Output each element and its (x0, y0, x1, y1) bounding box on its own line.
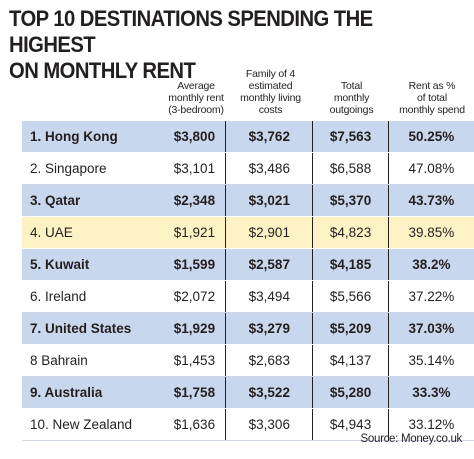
column-header-line: of total (417, 92, 447, 104)
value-cell: 50.25% (388, 121, 474, 153)
value-cell: $1,453 (163, 344, 227, 377)
column-header-line: monthly (333, 92, 370, 104)
value-cell: $4,137 (312, 344, 389, 377)
value-cell: 47.08% (388, 152, 474, 185)
value-cell: $6,588 (312, 152, 389, 185)
column-header-1: Average monthly rent (3-bedroom) (165, 60, 227, 116)
value-cell: $3,762 (225, 121, 314, 153)
country-cell: 5. Kuwait (22, 248, 164, 281)
value-cell: 35.14% (388, 344, 474, 377)
chart-title: TOP 10 DESTINATIONS SPENDING THE HIGHEST… (9, 6, 432, 84)
value-cell: $4,185 (312, 248, 389, 281)
table-row: 5. Kuwait $1,599 $2,587 $4,185 38.2% (22, 248, 474, 281)
value-cell: $3,522 (225, 376, 314, 409)
table-row: 3. Qatar $2,348 $3,021 $5,370 43.73% (22, 184, 474, 217)
value-cell: $2,901 (225, 216, 314, 249)
source-note: Source: Money.co.uk (360, 433, 463, 445)
column-header-line: outgoings (329, 104, 374, 116)
value-cell: $3,800 (163, 121, 227, 153)
value-cell: 37.03% (388, 312, 474, 345)
column-header-line: costs (258, 104, 283, 116)
column-header-line: Family of 4 (245, 68, 296, 80)
column-header-line: Total (340, 80, 363, 92)
country-cell: 9. Australia (22, 376, 164, 409)
table-row: 10. New Zealand $1,636 $3,306 $4,943 33.12% (22, 408, 474, 441)
value-cell: 39.85% (388, 216, 474, 249)
column-header-3: Total monthly outgoings (314, 60, 389, 116)
country-cell: 10. New Zealand (22, 408, 164, 441)
value-cell: $2,348 (163, 184, 227, 217)
value-cell: 33.12% (388, 408, 474, 441)
table-row: 1. Hong Kong $3,800 $3,762 $7,563 50.25% (22, 121, 474, 153)
value-cell: $2,683 (225, 344, 314, 377)
value-cell: $5,209 (312, 312, 389, 345)
country-cell: 2. Singapore (22, 152, 164, 185)
column-header-2: Family of 4 estimated monthly living costs (227, 60, 314, 116)
value-cell: $3,486 (225, 152, 314, 185)
column-header-line: monthly spend (399, 104, 465, 116)
table-row: 7. United States $1,929 $3,279 $5,209 37.03% (22, 312, 474, 345)
table-row: 6. Ireland $2,072 $3,494 $5,566 37.22% (22, 280, 474, 313)
column-header-line: monthly living (240, 92, 301, 104)
table-row: 2. Singapore $3,101 $3,486 $6,588 47.08% (22, 152, 474, 185)
table-row: 4. UAE $1,921 $2,901 $4,823 39.85% (22, 216, 474, 249)
value-cell: $4,823 (312, 216, 389, 249)
column-header-line: (3-bedroom) (168, 104, 224, 116)
value-cell: $5,566 (312, 280, 389, 313)
value-cell: 33.3% (388, 376, 474, 409)
value-cell: $4,943 (312, 408, 389, 441)
value-cell: $5,370 (312, 184, 389, 217)
value-cell: $5,280 (312, 376, 389, 409)
country-cell: 6. Ireland (22, 280, 164, 313)
value-cell: $3,306 (225, 408, 314, 441)
column-header-4: Rent as % of total monthly spend (389, 60, 474, 116)
value-cell: 37.22% (388, 280, 474, 313)
country-cell: 1. Hong Kong (22, 121, 164, 153)
value-cell: $7,563 (312, 121, 389, 153)
value-cell: $1,929 (163, 312, 227, 345)
value-cell: $1,599 (163, 248, 227, 281)
column-header-line: estimated (248, 80, 293, 92)
value-cell: $3,494 (225, 280, 314, 313)
value-cell: $3,101 (163, 152, 227, 185)
country-cell: 7. United States (22, 312, 164, 345)
chart-title-line-1: TOP 10 DESTINATIONS SPENDING THE HIGHEST (9, 6, 373, 57)
table-row: 8 Bahrain $1,453 $2,683 $4,137 35.14% (22, 344, 474, 377)
column-header-line: monthly rent (168, 92, 224, 104)
country-cell: 3. Qatar (22, 184, 164, 217)
column-header-line: Average (177, 80, 215, 92)
table-row: 9. Australia $1,758 $3,522 $5,280 33.3% (22, 376, 474, 409)
country-cell: 4. UAE (22, 216, 164, 249)
value-cell: $1,636 (163, 408, 227, 441)
chart-title-line-2: ON MONTHLY RENT (9, 58, 196, 83)
column-header-line: Rent as % (408, 80, 456, 92)
value-cell: $1,921 (163, 216, 227, 249)
value-cell: $3,279 (225, 312, 314, 345)
country-cell: 8 Bahrain (22, 344, 164, 377)
value-cell: $2,072 (163, 280, 227, 313)
value-cell: 38.2% (388, 248, 474, 281)
value-cell: $1,758 (163, 376, 227, 409)
value-cell: $2,587 (225, 248, 314, 281)
value-cell: $3,021 (225, 184, 314, 217)
value-cell: 43.73% (388, 184, 474, 217)
rent-table: 1. Hong Kong $3,800 $3,762 $7,563 50.25% 2. S… (22, 121, 474, 441)
